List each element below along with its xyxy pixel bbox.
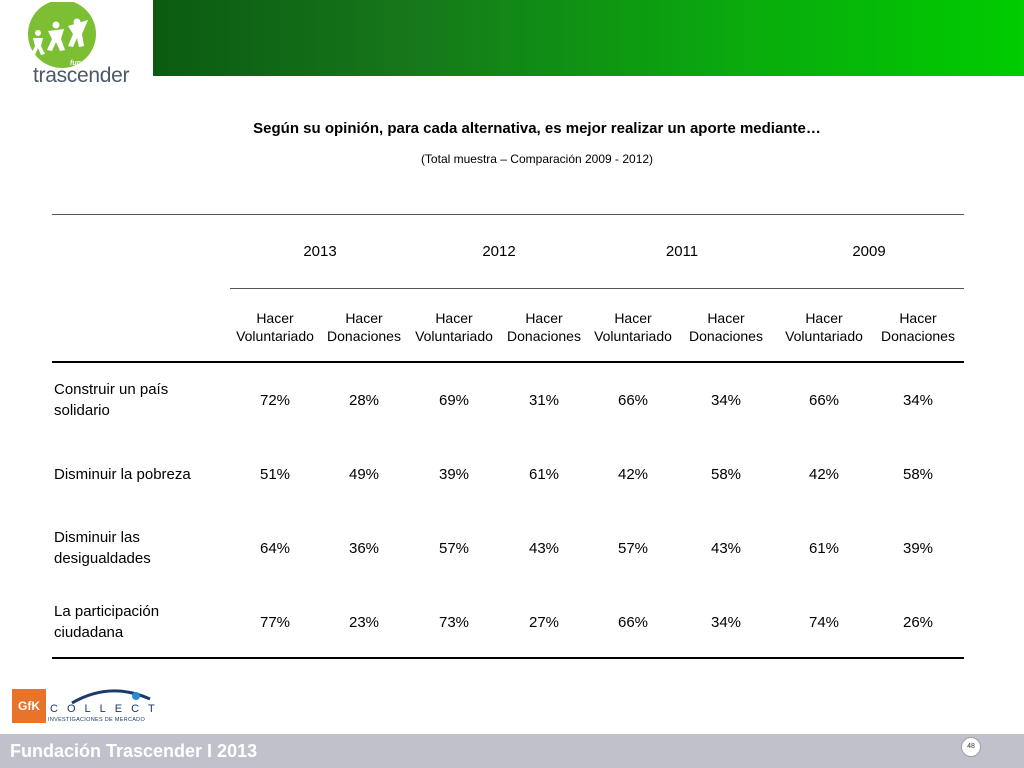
header-banner [153,0,1024,76]
slide-subtitle: (Total muestra – Comparación 2009 - 2012… [420,152,654,166]
gfk-logo: GfK [12,689,46,723]
table-cell: 49% [348,466,380,483]
subheader-voluntariado: Hacer Voluntariado [236,310,314,344]
collect-logo-text: COLLECT [50,703,164,715]
year-divider-rule [230,288,964,289]
table-cell: 51% [259,466,291,483]
table-cell: 39% [902,540,934,557]
table-cell: 66% [808,392,840,409]
collect-arc-icon [71,689,151,705]
table-cell: 28% [348,392,380,409]
table-cell: 73% [438,614,470,631]
table-cell: 39% [438,466,470,483]
subheader-donaciones: Hacer Donaciones [881,310,955,344]
footer-text: Fundación Trascender I 2013 [10,741,258,761]
table-cell: 31% [528,392,560,409]
table-cell: 66% [617,614,649,631]
table-cell: 77% [259,614,291,631]
subheader-voluntariado: Hacer Voluntariado [415,310,493,344]
table-cell: 26% [902,614,934,631]
table-cell: 58% [710,466,742,483]
table-cell: 61% [528,466,560,483]
table-cell: 58% [902,466,934,483]
table-cell: 36% [348,540,380,557]
slide-title: Según su opinión, para cada alternativa,… [253,120,821,137]
table-cell: 43% [710,540,742,557]
year-header-2009: 2009 [852,243,886,260]
subheader-donaciones: Hacer Donaciones [507,310,581,344]
table-cell: 34% [710,392,742,409]
footer-bar: Fundación Trascender I 2013 [0,734,1024,768]
table-cell: 42% [808,466,840,483]
subheader-donaciones: Hacer Donaciones [689,310,763,344]
subheader-voluntariado: Hacer Voluntariado [594,310,672,344]
page-number: 48 [961,737,981,757]
table-cell: 57% [617,540,649,557]
row-label-desigualdades: Disminuir las desigualdades [54,529,151,567]
table-cell: 57% [438,540,470,557]
year-header-2011: 2011 [665,243,699,260]
subheader-voluntariado: Hacer Voluntariado [785,310,863,344]
table-cell: 74% [808,614,840,631]
trascender-logo [22,0,142,88]
table-cell: 27% [528,614,560,631]
table-bottom-rule [52,657,964,659]
table-cell: 66% [617,392,649,409]
year-header-2012: 2012 [482,243,516,260]
row-label-pobreza: Disminuir la pobreza [54,466,191,483]
table-cell: 61% [808,540,840,557]
header-bottom-rule [52,361,964,363]
table-cell: 34% [902,392,934,409]
row-label-construir: Construir un país solidario [54,381,169,419]
collect-logo-subtext: INVESTIGACIONES DE MERCADO [48,717,146,723]
table-cell: 43% [528,540,560,557]
logo-fundacion-text: fundación [70,60,104,67]
year-header-2013: 2013 [303,243,337,260]
table-top-rule [52,214,964,215]
table-cell: 64% [259,540,291,557]
table-cell: 69% [438,392,470,409]
table-cell: 72% [259,392,291,409]
logo-trascender-text: trascender [33,64,130,87]
table-cell: 23% [348,614,380,631]
table-cell: 42% [617,466,649,483]
subheader-donaciones: Hacer Donaciones [327,310,401,344]
row-label-participacion: La participación ciudadana [54,603,160,641]
logo-figures-icon [28,0,96,68]
table-cell: 34% [710,614,742,631]
